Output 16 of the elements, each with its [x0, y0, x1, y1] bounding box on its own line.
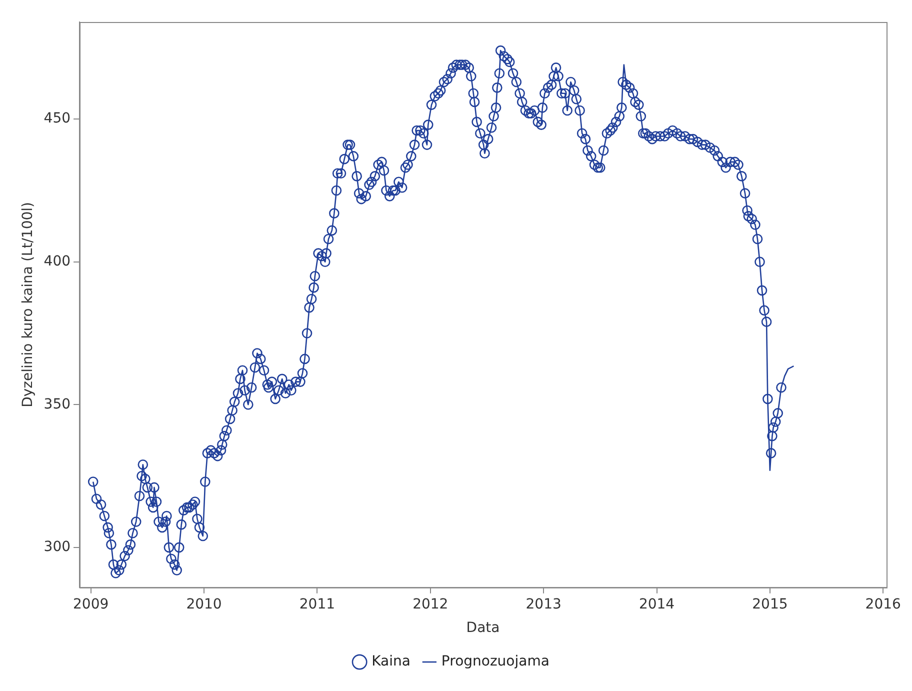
y-axis-title: Dyzelinio kuro kaina (Lt/100l) [20, 202, 36, 408]
x-tick-label: 2011 [299, 596, 336, 612]
y-tick-label: 450 [44, 110, 71, 127]
x-tick-label: 2015 [752, 596, 788, 612]
y-tick-label: 350 [44, 396, 71, 412]
y-tick-label: 400 [44, 254, 71, 270]
legend-label: Kaina [372, 654, 410, 670]
x-tick-label: 2010 [186, 596, 222, 612]
x-tick-label: 2016 [865, 596, 902, 612]
x-tick-label: 2014 [638, 596, 675, 612]
legend-label: Prognozuojama [441, 654, 550, 670]
x-tick-label: 2009 [73, 596, 109, 612]
y-tick-label: 300 [44, 539, 71, 556]
x-tick-label: 2013 [526, 596, 562, 612]
x-tick-label: 2012 [412, 596, 448, 612]
x-axis-title: Data [466, 620, 500, 636]
